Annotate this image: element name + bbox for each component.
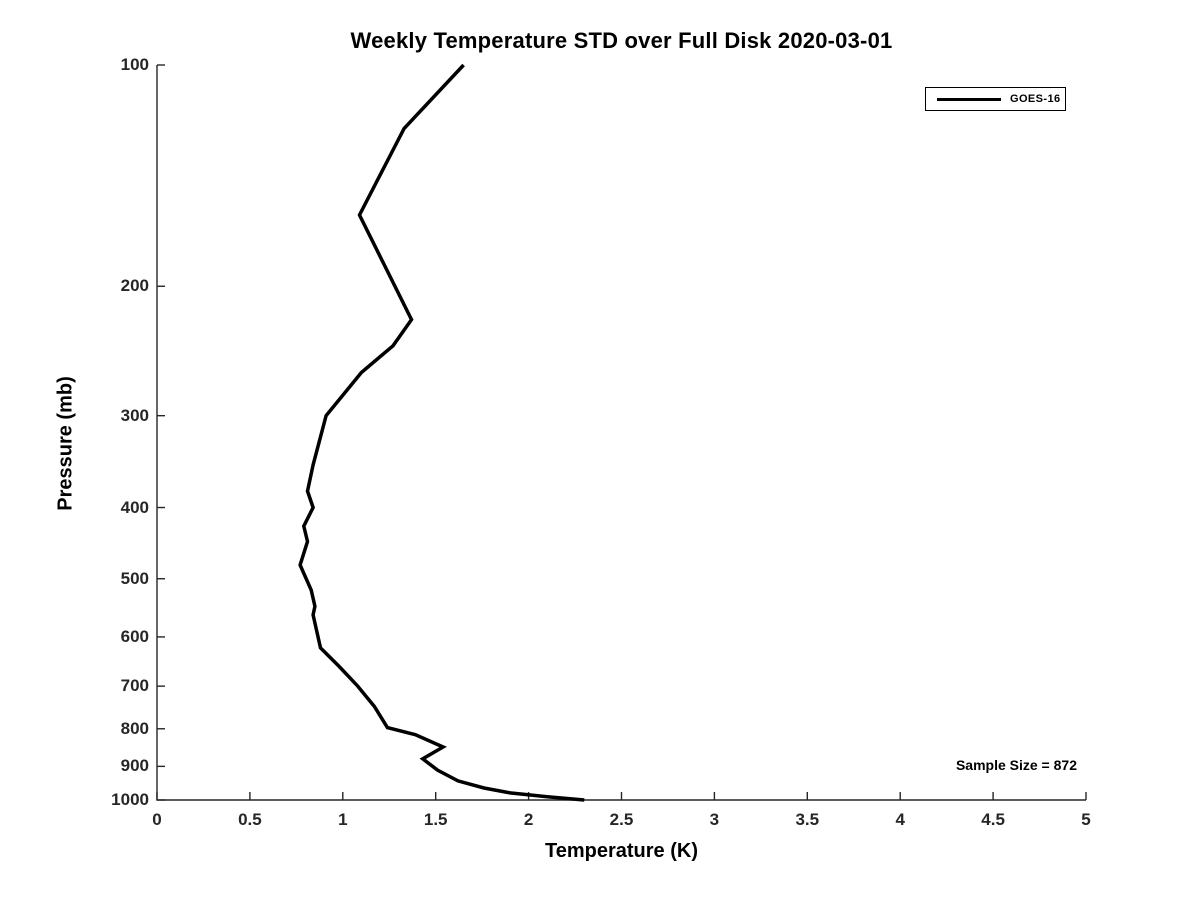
legend: GOES-16 bbox=[925, 87, 1066, 111]
x-tick-label: 0.5 bbox=[238, 810, 262, 829]
x-tick-label: 0 bbox=[152, 810, 162, 829]
x-tick-label: 3 bbox=[709, 810, 720, 829]
y-tick-label: 300 bbox=[120, 405, 149, 425]
y-tick-label: 100 bbox=[120, 55, 149, 74]
x-axis-label: Temperature (K) bbox=[545, 840, 698, 862]
x-tick-label: 1 bbox=[338, 810, 348, 829]
legend-line-sample-icon bbox=[937, 97, 1001, 101]
axes bbox=[156, 65, 1086, 801]
y-tick-label: 1000 bbox=[111, 790, 149, 809]
y-tick-label: 400 bbox=[120, 497, 149, 517]
x-tick-label: 3.5 bbox=[795, 810, 820, 829]
y-tick-label: 700 bbox=[120, 676, 149, 696]
series-line-goes16 bbox=[298, 63, 585, 802]
x-tick-label: 4.5 bbox=[981, 810, 1005, 829]
sample-size-note: Sample Size = 872 bbox=[955, 757, 1077, 773]
x-tick-label: 5 bbox=[1081, 810, 1091, 829]
y-tick-label: 800 bbox=[120, 718, 149, 738]
x-tick-label: 2.5 bbox=[609, 810, 634, 829]
y-tick-label: 500 bbox=[120, 568, 149, 588]
x-tick-label: 2 bbox=[523, 810, 534, 829]
y-tick-label: 200 bbox=[120, 276, 149, 296]
axis-lines bbox=[156, 65, 1086, 801]
y-tick-label: 900 bbox=[120, 756, 149, 776]
legend-label-goes16: GOES-16 bbox=[1010, 93, 1061, 105]
tick-marks bbox=[156, 64, 1087, 801]
x-tick-label: 1.5 bbox=[423, 810, 448, 829]
chart-title: Weekly Temperature STD over Full Disk 20… bbox=[350, 28, 893, 53]
y-tick-label: 600 bbox=[120, 626, 149, 646]
x-tick-label: 4 bbox=[895, 810, 905, 829]
y-axis-label: Pressure (mb) bbox=[54, 376, 77, 511]
